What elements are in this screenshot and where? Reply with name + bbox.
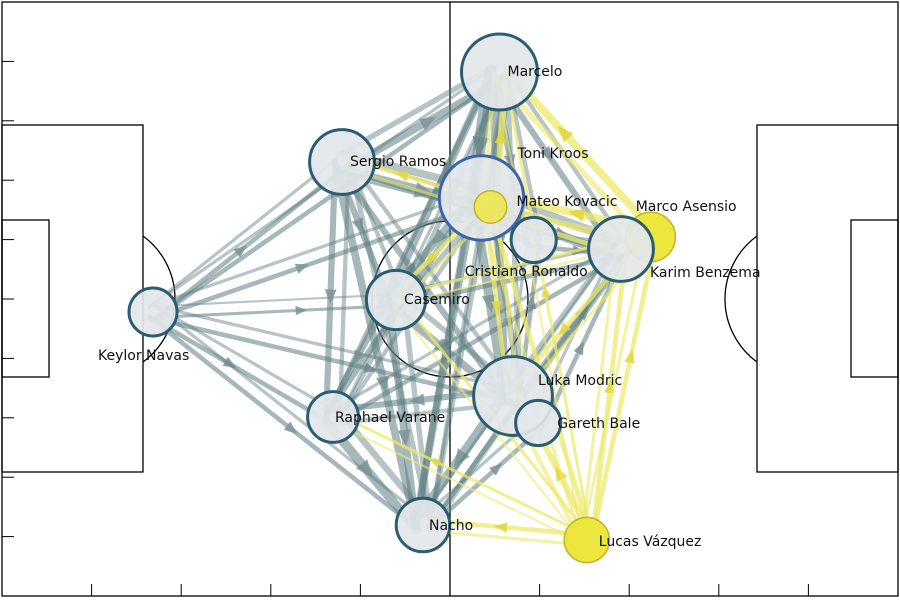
pass-arrow <box>494 128 507 144</box>
pass-arrow <box>428 458 442 468</box>
pass-arrow <box>353 349 366 366</box>
player-label-ronaldo: Cristiano Ronaldo <box>465 264 588 280</box>
player-label-vazquez: Lucas Vázquez <box>599 534 702 550</box>
pass-arrow <box>356 459 374 478</box>
pass-edge-benzema-to-varane <box>328 242 620 414</box>
player-node-navas[interactable] <box>127 286 179 338</box>
player-label-casemiro: Casemiro <box>404 292 470 308</box>
pass-arrow <box>557 125 574 143</box>
pass-arrow <box>409 393 425 406</box>
penalty-area-left <box>1 124 144 473</box>
pass-arrow <box>488 463 503 476</box>
goal-area-right <box>850 219 899 378</box>
pass-edge-navas-to-kroos <box>152 201 486 321</box>
player-labels: Keylor Navas Sergio Ramos Marcelo Toni Kroo… <box>98 64 761 550</box>
pass-arrow <box>283 421 298 434</box>
pass-edge-navas-to-modric <box>149 315 514 405</box>
pass-arrow <box>375 375 389 394</box>
pass-edge-benzema-to-vazquez <box>580 246 618 542</box>
pass-arrow <box>233 245 248 258</box>
player-label-nacho: Nacho <box>429 518 473 534</box>
pass-arrow <box>432 228 448 246</box>
pass-arrow <box>491 300 502 315</box>
player-node-nacho[interactable] <box>394 496 452 554</box>
pass-edge-varane-to-vazquez <box>329 420 586 546</box>
pass-edge-vazquez-to-varane <box>333 411 591 538</box>
pass-edge-navas-to-ramos <box>154 164 349 320</box>
pass-edge-ramos-to-navas <box>147 155 340 309</box>
player-label-bale: Gareth Bale <box>557 416 640 432</box>
pass-arrow <box>539 146 553 162</box>
pass-arrow <box>363 362 378 373</box>
player-label-asensio: Marco Asensio <box>636 199 737 215</box>
pass-edge-navas-to-nacho <box>146 314 422 533</box>
player-label-modric: Luka Modric <box>538 373 622 389</box>
player-label-kroos: Toni Kroos <box>517 146 589 162</box>
pass-arrow <box>351 217 363 234</box>
pass-arrow <box>433 338 451 355</box>
pass-edge-casemiro-to-benzema <box>395 252 625 309</box>
player-label-marcelo: Marcelo <box>508 64 563 80</box>
pass-edge-ramos-to-varane <box>323 158 339 420</box>
pass-edge-navas-to-varane <box>147 315 333 425</box>
player-node-casemiro[interactable] <box>364 268 428 332</box>
pass-arrow <box>573 341 584 356</box>
player-label-ramos: Sergio Ramos <box>350 154 446 170</box>
pass-arrow <box>294 263 310 274</box>
pass-arrow <box>424 251 438 265</box>
pass-edge-nacho-to-casemiro <box>400 296 434 527</box>
pass-arrow <box>558 322 572 336</box>
player-node-marcelo[interactable] <box>460 32 539 112</box>
pass-edge-varane-to-benzema <box>333 252 627 425</box>
player-label-kovacic: Mateo Kovacic <box>517 194 618 210</box>
pass-edge-marcelo-to-vazquez <box>493 71 584 542</box>
pass-arrow <box>541 285 551 298</box>
pass-edge-asensio-to-vazquez <box>580 234 648 541</box>
pass-arrow <box>493 522 508 533</box>
pass-arrow <box>568 208 586 222</box>
penalty-area-right <box>756 124 899 473</box>
pass-arrow <box>295 305 308 316</box>
pass-edge-vazquez-to-benzema <box>589 247 629 543</box>
player-nodes <box>127 32 677 564</box>
player-node-benzema[interactable] <box>587 215 655 283</box>
pass-edge-nacho-to-marcelo <box>427 70 509 529</box>
pass-arrow <box>418 116 437 131</box>
pass-edge-navas-to-marcelo <box>154 74 506 320</box>
pass-edge-vazquez-to-asensio <box>589 235 659 544</box>
axis-ticks <box>2 60 809 596</box>
pass-edge-navas-to-casemiro <box>151 304 398 320</box>
player-label-benzema: Karim Benzema <box>650 265 761 281</box>
pass-edge-modric-to-navas <box>152 304 517 392</box>
player-node-ronaldo[interactable] <box>509 215 558 265</box>
player-node-vazquez[interactable] <box>563 516 611 564</box>
player-label-varane: Raphael Varane <box>335 410 445 426</box>
player-node-bale[interactable] <box>514 398 563 448</box>
pass-arrow <box>624 349 635 364</box>
penalty-arc-right <box>724 235 758 363</box>
pass-arrow <box>395 171 410 182</box>
pass-edge-vazquez-to-marcelo <box>502 69 593 541</box>
player-node-varane[interactable] <box>306 390 360 444</box>
pass-arrow <box>324 289 337 305</box>
pass-arrow <box>397 429 411 447</box>
pass-arrow <box>481 294 496 314</box>
pass-edge-modric-to-ramos <box>345 155 521 395</box>
pass-edge-casemiro-to-nacho <box>384 297 420 530</box>
pass-edge-varane-to-marcelo <box>336 73 507 422</box>
penalty-arc-left <box>142 235 176 363</box>
pass-arrow <box>222 356 237 368</box>
player-label-navas: Keylor Navas <box>98 348 189 364</box>
pass-arrow <box>453 448 470 468</box>
player-node-kovacic[interactable] <box>473 189 508 225</box>
player-node-ramos[interactable] <box>308 128 376 196</box>
